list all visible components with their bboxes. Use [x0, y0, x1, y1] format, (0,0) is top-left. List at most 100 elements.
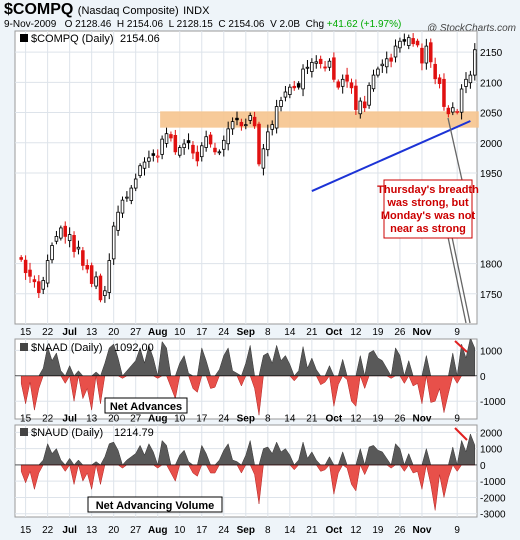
x-tick-label: 19: [372, 525, 384, 536]
x-tick-label: Jul: [62, 414, 77, 425]
naud-area-series: [15, 433, 477, 511]
candle-body: [301, 68, 305, 90]
candle-body: [208, 134, 213, 145]
candle-body: [230, 121, 235, 130]
x-tick-label: Sep: [237, 414, 255, 425]
x-tick-label: 24: [218, 525, 230, 536]
candle-body: [173, 134, 178, 153]
x-tick-label: 10: [174, 525, 186, 536]
x-tick-label: 19: [372, 327, 384, 338]
candle-body: [261, 148, 266, 169]
candle-body: [19, 257, 23, 260]
annotation-box: [383, 179, 473, 239]
y-tick-label: 0: [480, 461, 486, 472]
candle-body: [349, 82, 354, 89]
candle-body: [116, 211, 120, 231]
naud-label-box: Net Advancing Volume: [87, 496, 223, 513]
candle-body: [94, 276, 98, 287]
candle-body: [362, 101, 367, 109]
x-tick-label: 9: [454, 414, 460, 425]
open-value: 2128.46: [75, 19, 112, 30]
x-axis-labels-bottom: 15 22 Jul 13 20 27 Aug 10 17 24 Sep 8 14 21 Oct 12 19 26 N…: [20, 525, 460, 536]
x-tick-label: 14: [284, 414, 296, 425]
candle-body: [164, 133, 169, 144]
y-tick-label: 1950: [480, 169, 503, 180]
candle-body: [186, 140, 191, 144]
annotation-line-2: was strong, but: [386, 197, 469, 209]
candle-body: [76, 246, 81, 250]
y-tick-label: 2050: [480, 109, 503, 120]
candle-body: [151, 153, 156, 156]
y-tick-label: 2000: [480, 139, 503, 150]
candle-body: [120, 199, 125, 214]
candle-body: [274, 106, 279, 129]
x-tick-label: 9: [454, 525, 460, 536]
naad-legend: $NAAD (Daily) 1092.00: [20, 342, 154, 354]
x-tick-label: Aug: [148, 327, 167, 338]
candle-body: [226, 128, 230, 145]
support-band: [160, 111, 479, 128]
x-tick-label: 15: [20, 525, 32, 536]
candle-body: [248, 115, 252, 121]
y-tick-label: -1000: [480, 477, 506, 488]
change-value: +41.62 (+1.97%): [326, 19, 402, 30]
change-label: Chg: [305, 19, 325, 30]
y-tick-label: 1750: [480, 290, 503, 301]
y-tick-label: 2150: [480, 48, 503, 59]
x-axis-labels-mid: 15 22 Jul 13 20 27 Aug 10 17 24 Sep 8 14 21 Oct 12 19 26 N…: [20, 414, 460, 425]
price-legend-value: 2154.06: [120, 33, 160, 45]
open-label: O: [64, 19, 73, 30]
candle-body: [98, 275, 103, 301]
y-tick-label: -1000: [480, 397, 506, 408]
price-legend: $COMPQ (Daily) 2154.06: [20, 33, 160, 45]
candle-body: [59, 227, 63, 239]
candle-body: [305, 66, 310, 69]
candle-body: [437, 77, 442, 84]
x-tick-label: 8: [265, 414, 271, 425]
x-tick-label: 10: [174, 327, 186, 338]
candle-body: [442, 78, 446, 107]
candle-body: [310, 62, 314, 72]
candle-body: [288, 86, 292, 95]
candle-body: [213, 147, 217, 153]
candle-body: [182, 143, 186, 148]
x-tick-label: 27: [130, 414, 142, 425]
annotation-pointer-1: [447, 236, 467, 324]
candle-body: [327, 60, 332, 68]
y-tick-label: 2100: [480, 78, 503, 89]
y-tick-label: 1000: [480, 445, 503, 456]
naad-area-series: [15, 339, 477, 416]
trendline: [311, 120, 471, 193]
candle-body: [332, 57, 336, 80]
candle-body: [464, 78, 468, 87]
candle-body: [279, 100, 283, 107]
candle-body: [354, 85, 358, 110]
y-tick-label: 1000: [480, 346, 503, 357]
x-tick-label: 20: [108, 414, 120, 425]
x-tick-label: 13: [86, 327, 98, 338]
x-tick-label: 9: [454, 327, 460, 338]
annotation-pointer-3: [447, 117, 463, 181]
x-tick-label: 8: [265, 327, 271, 338]
candle-body: [63, 225, 68, 237]
candle-body: [28, 269, 32, 277]
quote-line: 9-Nov-2009 O 2128.46 H 2154.06 L 2128.15…: [4, 19, 401, 30]
candle-body: [376, 68, 380, 76]
candle-body: [283, 91, 288, 98]
candle-body: [45, 260, 50, 284]
y-tick-label: 1800: [480, 260, 503, 271]
candle-body: [244, 124, 248, 127]
candle-body: [459, 88, 464, 113]
candle-body: [138, 165, 142, 177]
x-tick-label: 10: [174, 414, 186, 425]
x-tick-label: Oct: [326, 414, 343, 425]
candle-body: [380, 63, 385, 67]
candle-body: [358, 100, 363, 115]
candle-body: [125, 196, 129, 199]
candle-body: [169, 134, 173, 139]
x-tick-label: 14: [284, 525, 296, 536]
price-y-axis: 1750 1800 1950 2000 2050 2100 2150: [480, 48, 503, 301]
x-tick-label: 22: [42, 327, 54, 338]
naad-label-box: Net Advances: [104, 397, 188, 414]
candle-body: [107, 260, 112, 293]
